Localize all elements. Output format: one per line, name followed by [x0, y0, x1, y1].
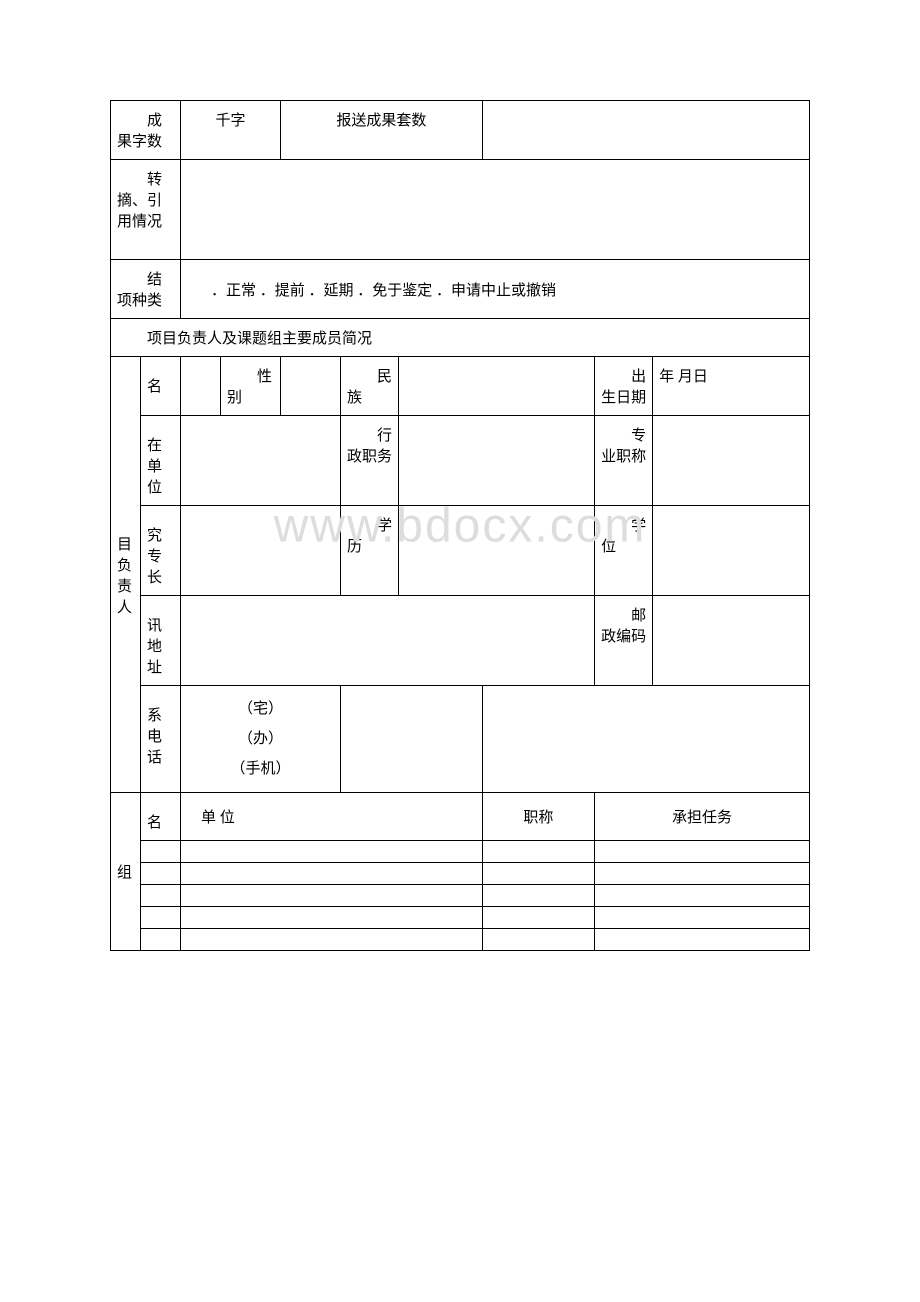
leader-phone-value1 [341, 686, 483, 793]
group-row-title [482, 863, 594, 885]
group-row-task [595, 863, 810, 885]
leader-position-value [399, 416, 595, 506]
leader-phone-label: 系电话 [141, 686, 181, 793]
group-row-name [141, 841, 181, 863]
leader-unit-label: 在单位 [141, 416, 181, 506]
group-row-title [482, 841, 594, 863]
leader-section-label: 目负责人 [111, 357, 141, 793]
group-row-unit [181, 885, 483, 907]
leader-name-value [181, 357, 221, 416]
leader-degree-label: 学位 [595, 506, 653, 596]
group-row-title [482, 907, 594, 929]
group-unit-header: 单 位 [181, 793, 483, 841]
result-chars-unit: 千字 [181, 101, 281, 160]
group-row-name [141, 885, 181, 907]
group-row-unit [181, 929, 483, 951]
leader-gender-value [281, 357, 341, 416]
leader-phone-value2 [482, 686, 809, 793]
leader-phone-types: （宅） （办） （手机） [181, 686, 341, 793]
closing-type-options: ．正常 ．提前 ．延期 ．免于鉴定 ．申请中止或撤销 [181, 260, 810, 319]
group-row-unit [181, 863, 483, 885]
leader-name-label: 名 [141, 357, 181, 416]
submit-count-value [482, 101, 809, 160]
citation-value [181, 160, 810, 260]
leader-education-value [399, 506, 595, 596]
leader-title-value [653, 416, 810, 506]
result-chars-label: 成果字数 [111, 101, 181, 160]
leader-postal-value [653, 596, 810, 686]
closing-type-label: 结项种类 [111, 260, 181, 319]
leader-specialty-value [181, 506, 341, 596]
group-section-label: 组 [111, 793, 141, 951]
group-row-unit [181, 841, 483, 863]
form-table: 成果字数 千字 报送成果套数 转摘、引用情况 结项种类 ．正常 ．提前 ．延期 … [110, 100, 810, 951]
group-row-name [141, 907, 181, 929]
leader-address-label: 讯地址 [141, 596, 181, 686]
group-row-title [482, 929, 594, 951]
leader-specialty-label: 究专长 [141, 506, 181, 596]
group-row-task [595, 841, 810, 863]
group-row-task [595, 885, 810, 907]
leader-unit-value [181, 416, 341, 506]
group-task-header: 承担任务 [595, 793, 810, 841]
leader-birth-label: 出生日期 [595, 357, 653, 416]
leader-education-label: 学历 [341, 506, 399, 596]
submit-count-label: 报送成果套数 [281, 101, 483, 160]
leader-birth-value: 年 月日 [653, 357, 810, 416]
leader-ethnicity-value [399, 357, 595, 416]
leader-title-label: 专业职称 [595, 416, 653, 506]
group-row-name [141, 929, 181, 951]
leader-gender-label: 性别 [221, 357, 281, 416]
group-row-unit [181, 907, 483, 929]
group-row-title [482, 885, 594, 907]
leader-address-value [181, 596, 595, 686]
leader-ethnicity-label: 民族 [341, 357, 399, 416]
leader-degree-value [653, 506, 810, 596]
leader-position-label: 行政职务 [341, 416, 399, 506]
members-section-header: 项目负责人及课题组主要成员简况 [111, 319, 810, 357]
group-row-task [595, 907, 810, 929]
citation-label: 转摘、引用情况 [111, 160, 181, 260]
group-row-name [141, 863, 181, 885]
group-title-header: 职称 [482, 793, 594, 841]
group-row-task [595, 929, 810, 951]
leader-postal-label: 邮政编码 [595, 596, 653, 686]
group-name-label: 名 [141, 793, 181, 841]
